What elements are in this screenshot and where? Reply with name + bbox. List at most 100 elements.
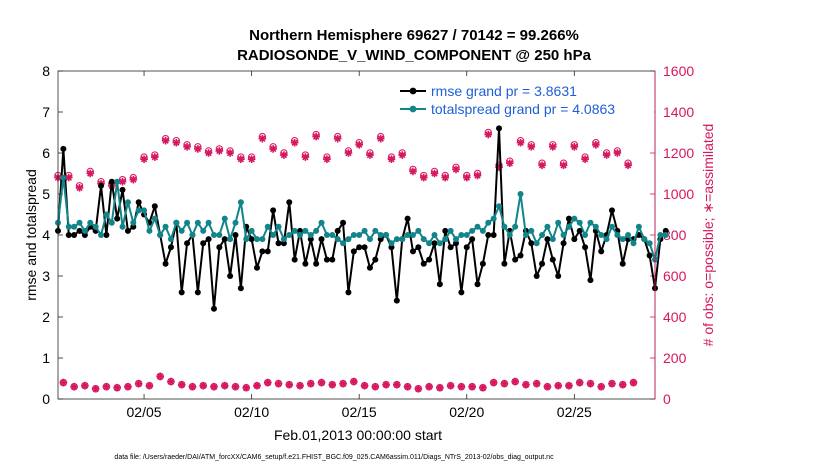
y-left-tick-label: 1 [42,350,50,366]
totalspread-point [71,223,78,230]
totalspread-point [361,227,368,234]
rmse-point [103,232,110,238]
totalspread-point [383,232,390,238]
obs-assimilated-point [436,383,444,392]
obs-assimilated-point [118,177,127,186]
totalspread-point [582,232,589,238]
y-right-tick-label: 1600 [663,63,694,79]
obs-assimilated-point [618,380,627,389]
obs-assimilated-point [554,381,562,390]
rmse-point [479,260,486,267]
obs-assimilated-point [258,134,267,143]
rmse-point [361,244,368,251]
y-left-tick-label: 2 [42,309,50,325]
rmse-point [512,256,519,263]
totalspread-point [151,215,158,222]
totalspread-point [549,236,556,243]
y-right-tick-label: 400 [663,309,687,325]
obs-assimilated-point [457,382,466,391]
y-left-tick-label: 0 [42,391,50,407]
rmse-point [619,260,626,267]
totalspread-point [415,227,422,234]
totalspread-point [297,232,304,238]
obs-assimilated-point [511,377,519,386]
rmse-point [426,256,433,263]
obs-assimilated-point [140,155,148,163]
obs-assimilated-point [468,382,476,391]
rmse-point [549,256,556,263]
obs-assimilated-point [393,380,401,389]
totalspread-point [291,227,298,234]
obs-assimilated-point [409,167,417,176]
totalspread-point [490,215,497,222]
totalspread-point [512,223,519,230]
obs-assimilated-point [263,378,272,387]
obs-assimilated-point [188,382,197,391]
rmse-point [587,277,594,284]
rmse-point [329,256,336,263]
rmse-point [280,240,287,247]
totalspread-point [334,236,341,243]
totalspread-point [458,232,465,238]
obs-assimilated-point [575,378,584,387]
obs-assimilated-point [226,149,234,157]
obs-assimilated-point [102,382,111,391]
rmse-point [307,236,314,243]
totalspread-point [565,223,572,230]
rmse-point [544,236,551,243]
obs-assimilated-point [382,380,390,389]
obs-assimilated-point [269,145,277,153]
data-file-footnote: data file: /Users/raeder/DAI/ATM_forcXX/… [114,454,554,461]
obs-assimilated-point [419,173,428,182]
totalspread-point [576,219,583,226]
legend: rmse grand pr = 3.8631 totalspread grand… [396,80,654,120]
obs-assimilated-point [425,382,433,391]
rmse-point [539,260,546,267]
totalspread-point [124,199,131,206]
obs-assimilated-point [204,149,213,157]
y-axis-right-label: # of obs: o=possible; ∗=assimilated [700,124,716,347]
obs-assimilated-point [597,382,606,391]
obs-assimilated-point [124,382,132,391]
totalspread-point [560,232,567,238]
legend-box [396,80,654,120]
totalspread-point [103,211,110,218]
totalspread-point [254,236,260,243]
totalspread-point [528,227,535,234]
obs-assimilated-point [446,381,455,390]
obs-assimilated-point [306,379,315,388]
y-left-tick-label: 4 [42,227,50,243]
rmse-point [81,232,88,238]
totalspread-point [409,232,416,238]
rmse-point [565,215,572,222]
obs-assimilated-point [59,378,68,387]
obs-assimilated-point [242,383,251,392]
obs-assimilated-point [452,165,460,174]
legend-rmse-label: rmse grand pr = 3.8631 [431,83,577,99]
rmse-point [135,199,142,206]
totalspread-point [114,178,121,185]
rmse-point [313,260,320,267]
obs-assimilated-point [608,379,616,388]
totalspread-point [345,236,352,243]
totalspread-point [237,199,244,206]
totalspread-point [625,232,632,238]
totalspread-point [323,232,330,238]
totalspread-point [60,174,67,181]
y-right-tick-label: 1200 [663,145,694,161]
obs-assimilated-point [624,161,632,170]
totalspread-point [318,219,325,226]
rmse-point [501,260,508,267]
totalspread-point [146,227,153,234]
y-right-tick-label: 1400 [663,104,694,120]
rmse-point [297,227,304,234]
obs-assimilated-point [339,379,347,388]
rmse-point [275,240,282,247]
obs-assimilated-point [371,382,380,391]
rmse-point [582,244,589,251]
obs-assimilated-point [253,381,261,390]
totalspread-point [270,232,277,238]
obs-assimilated-point [462,173,471,182]
totalspread-point [108,219,115,226]
rmse-point [291,256,298,263]
